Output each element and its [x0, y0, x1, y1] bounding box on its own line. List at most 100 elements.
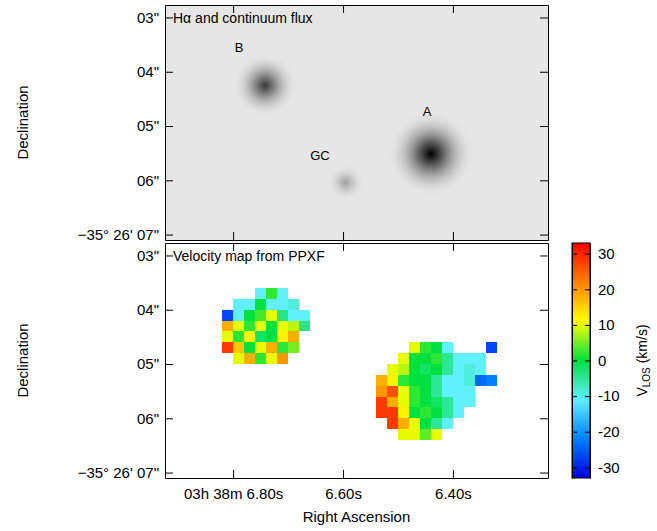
velocity-cell [244, 299, 255, 310]
axis-line [165, 244, 166, 479]
velocity-cell [277, 331, 288, 342]
velocity-cell [409, 429, 420, 440]
tick [540, 255, 548, 256]
colorbar-axis-left [572, 244, 577, 479]
tick: 0 [585, 352, 606, 369]
tick [572, 396, 577, 397]
tick-label: 0 [598, 352, 606, 369]
velocity-cell [233, 299, 244, 310]
velocity-cell [277, 299, 288, 310]
tick: 03" [137, 9, 173, 26]
tick-mark [540, 126, 548, 127]
panel-title: Hα and continuum flux [173, 10, 313, 26]
tick [572, 467, 577, 468]
tick [453, 232, 454, 240]
velocity-cell [431, 375, 442, 386]
velocity-cell [255, 331, 266, 342]
velocity-cell [376, 397, 387, 408]
x-axis-bottom [166, 232, 549, 241]
panel-title: Velocity map from PPXF [173, 248, 325, 264]
tick-label: 03" [137, 9, 159, 26]
velocity-cell [398, 397, 409, 408]
tick-mark [585, 432, 590, 433]
velocity-cell [486, 375, 497, 386]
tick-label: 6.40s [435, 485, 472, 502]
tick-mark [572, 396, 577, 397]
velocity-cell [387, 407, 398, 418]
tick-mark [585, 396, 590, 397]
velocity-cell [255, 288, 266, 299]
marks [232, 53, 474, 202]
velocity-cell [420, 386, 431, 397]
tick-mark [343, 232, 344, 240]
tick: 10 [585, 316, 615, 333]
x-axis-title: Right Ascension [303, 508, 411, 525]
tick-mark [540, 364, 548, 365]
velocity-cell [453, 375, 464, 386]
annotation: B [235, 40, 244, 55]
tick-mark [585, 254, 590, 255]
velocity-cell [409, 418, 420, 429]
velocity-cell [255, 321, 266, 332]
tick: 30 [585, 245, 615, 262]
tick: 04" [137, 63, 173, 80]
tick-mark [540, 180, 548, 181]
tick-label: 20 [598, 281, 615, 298]
tick-label: 30 [598, 245, 615, 262]
velocity-cell [398, 353, 409, 364]
tick-mark [572, 254, 577, 255]
tick [540, 17, 548, 18]
tick-mark [540, 72, 548, 73]
tick: 03h 38m 6.80s [184, 470, 283, 502]
velocity-cell [453, 407, 464, 418]
velocity-cell [464, 364, 475, 375]
velocity-cell [244, 310, 255, 321]
tick-label: -30 [598, 459, 620, 476]
x-axis-bottom: 03h 38m 6.80s6.60s6.40s [166, 470, 549, 502]
tick [572, 289, 577, 290]
tick: 06" [137, 410, 173, 427]
tick: 06" [137, 172, 173, 189]
tick [233, 232, 234, 240]
velocity-cell [288, 331, 299, 342]
velocity-cell [420, 342, 431, 353]
tick-mark [165, 235, 173, 236]
velocity-cell [442, 418, 453, 429]
tick [540, 310, 548, 311]
velocity-cell [277, 310, 288, 321]
tick-mark [165, 72, 173, 73]
marks [222, 288, 497, 440]
tick [540, 126, 548, 127]
velocity-cell [387, 397, 398, 408]
tick-mark [343, 470, 344, 478]
velocity-cell [442, 364, 453, 375]
velocity-cell [431, 407, 442, 418]
tick-label: 03h 38m 6.80s [184, 485, 283, 502]
velocity-cell [420, 353, 431, 364]
tick: 05" [137, 355, 173, 372]
tick-label: 10 [598, 316, 615, 333]
velocity-cell [431, 418, 442, 429]
tick [572, 361, 577, 362]
velocity-cell [288, 342, 299, 353]
tick: −35° 26' 07" [78, 464, 173, 481]
tick-label: 06" [137, 410, 159, 427]
velocity-cell [288, 299, 299, 310]
heatmap-figure: 03" 04" 05" 06" −35° 26' 07" Hα and continuum… [0, 0, 657, 531]
velocity-cell [409, 353, 420, 364]
plot-background [165, 243, 548, 478]
tick-mark [453, 470, 454, 478]
velocity-cell [431, 397, 442, 408]
velocity-cell [266, 299, 277, 310]
velocity-cell [475, 375, 486, 386]
velocity-cell [233, 353, 244, 364]
tick [572, 432, 577, 433]
tick [540, 473, 548, 474]
velocity-cell [409, 342, 420, 353]
velocity-cell [398, 418, 409, 429]
tick [540, 72, 548, 73]
velocity-cell [475, 364, 486, 375]
source [327, 163, 365, 201]
tick: 05" [137, 117, 173, 134]
velocity-cell [266, 342, 277, 353]
